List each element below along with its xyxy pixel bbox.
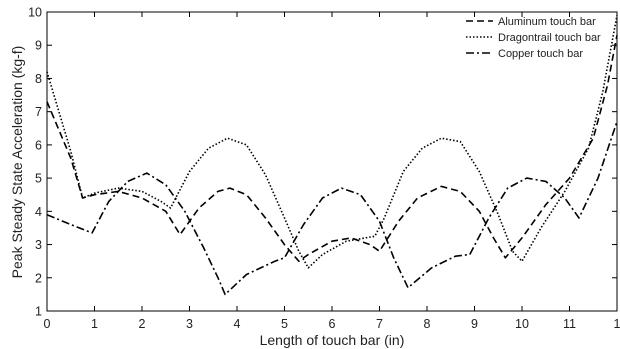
x-tick-label: 1 bbox=[91, 317, 98, 331]
x-axis: 0 1 2 3 4 5 6 7 8 9 10 11 1 bbox=[44, 12, 620, 331]
y-tick-label: 7 bbox=[35, 105, 42, 119]
y-tick-label: 8 bbox=[35, 72, 42, 86]
y-tick-label: 3 bbox=[35, 238, 42, 252]
y-tick-label: 6 bbox=[35, 138, 42, 152]
x-tick-label: 4 bbox=[234, 317, 241, 331]
x-tick-label: 10 bbox=[515, 317, 529, 331]
copper-series-line bbox=[46, 121, 618, 296]
y-tick-label: 4 bbox=[35, 205, 42, 219]
y-axis-label: Peak Steady State Acceleration (kg-f) bbox=[9, 46, 25, 279]
legend-label: Dragontrail touch bar bbox=[498, 32, 601, 44]
y-tick-label: 2 bbox=[35, 271, 42, 285]
aluminum-series-line bbox=[46, 35, 618, 263]
x-tick-label: 8 bbox=[424, 317, 431, 331]
x-tick-label: 6 bbox=[329, 317, 336, 331]
legend-label: Aluminum touch bar bbox=[498, 16, 596, 28]
y-tick-label: 9 bbox=[35, 39, 42, 53]
legend-label: Copper touch bar bbox=[498, 48, 583, 60]
x-tick-label: 3 bbox=[186, 317, 193, 331]
x-tick-label: 5 bbox=[281, 317, 288, 331]
x-tick-label: 9 bbox=[471, 317, 478, 331]
series-lines bbox=[46, 15, 618, 296]
x-tick-label: 2 bbox=[139, 317, 146, 331]
y-tick-label: 1 bbox=[35, 305, 42, 319]
x-tick-label: 7 bbox=[376, 317, 383, 331]
y-tick-label: 5 bbox=[35, 172, 42, 186]
x-tick-label: 11 bbox=[563, 317, 576, 331]
y-tick-label: 10 bbox=[28, 6, 42, 20]
x-axis-label: Length of touch bar (in) bbox=[260, 332, 405, 348]
legend: Aluminum touch bar Dragontrail touch bar C… bbox=[466, 16, 601, 60]
x-tick-label: 0 bbox=[44, 317, 51, 331]
x-tick-label: 1 bbox=[614, 317, 620, 331]
y-axis: 1 2 3 4 5 6 7 8 9 10 bbox=[28, 6, 617, 319]
